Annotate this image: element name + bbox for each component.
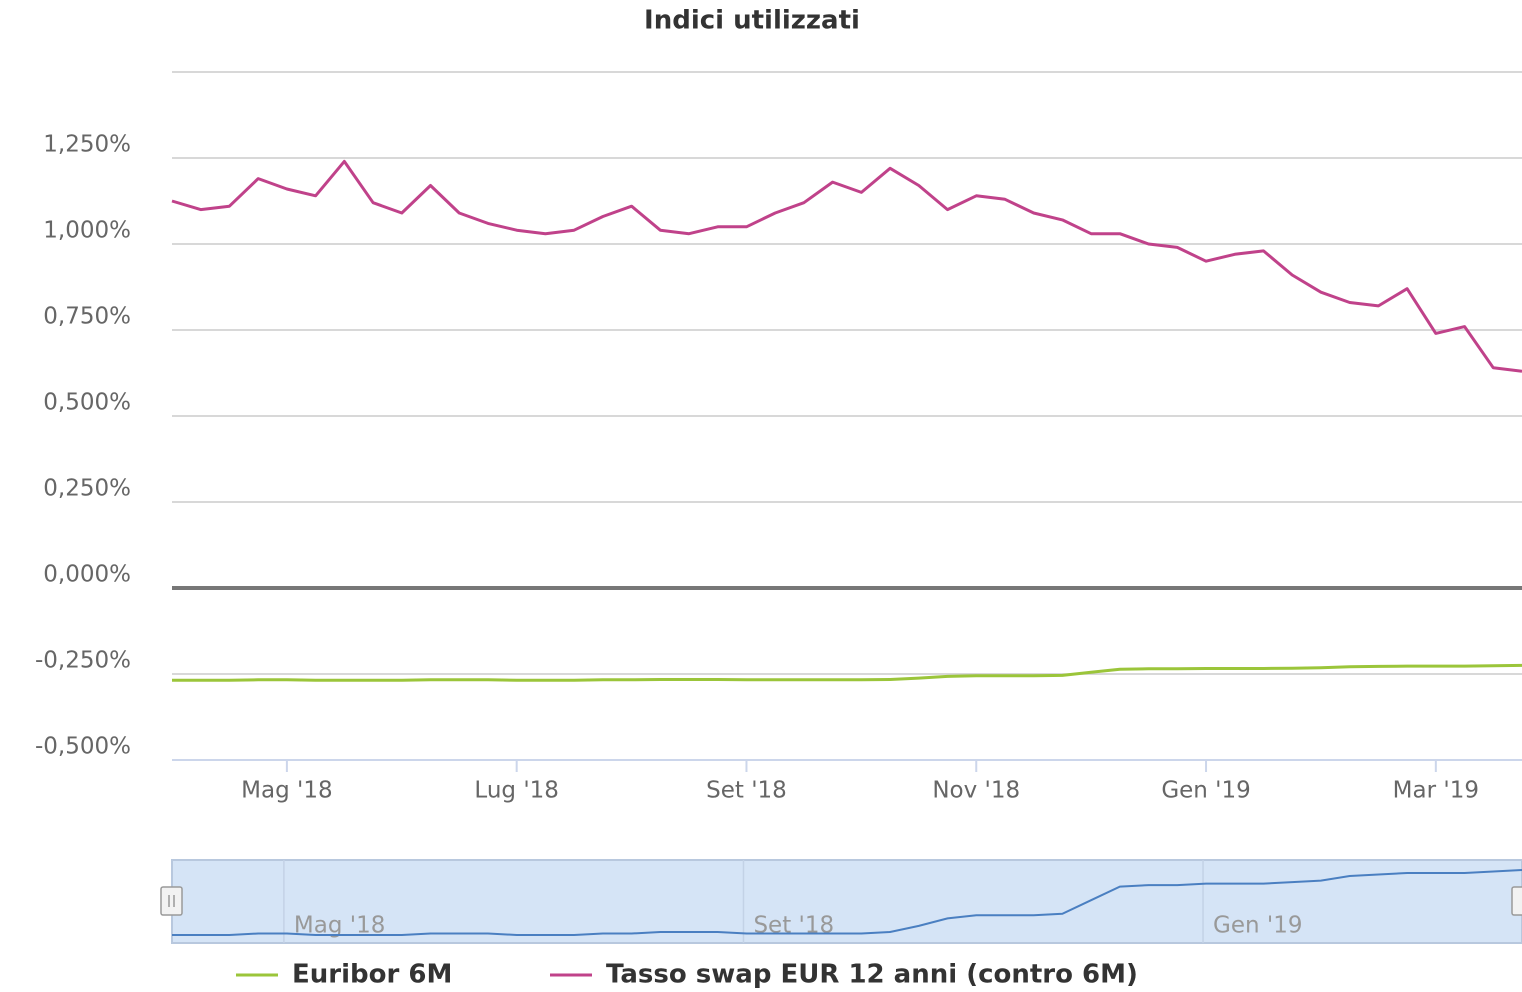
x-tick-label: Set '18 — [706, 778, 787, 804]
y-tick-label: 0,250% — [43, 476, 131, 502]
navigator-label: Set '18 — [753, 913, 834, 939]
y-tick-label: -0,500% — [35, 734, 131, 760]
x-tick-label: Mar '19 — [1393, 778, 1479, 804]
navigator-line — [172, 869, 1522, 936]
x-tick-label: Lug '18 — [474, 778, 559, 804]
x-tick-label: Nov '18 — [932, 778, 1020, 804]
x-tick-label: Mag '18 — [241, 778, 332, 804]
navigator-label: Gen '19 — [1213, 913, 1302, 939]
legend-label: Tasso swap EUR 12 anni (contro 6M) — [606, 960, 1138, 990]
y-tick-label: 1,250% — [43, 132, 131, 158]
navigator-handle-right — [1511, 886, 1522, 916]
legend-label: Euribor 6M — [292, 960, 452, 990]
y-tick-label: 0,500% — [43, 390, 131, 416]
x-tick-label: Gen '19 — [1161, 778, 1250, 804]
navigator-handle-left — [160, 886, 183, 916]
series-line — [172, 663, 1522, 682]
y-tick-label: 0,000% — [43, 562, 131, 588]
y-tick-label: 0,750% — [43, 304, 131, 330]
chart-title: Indici utilizzati — [644, 6, 860, 36]
series-line — [171, 159, 1522, 373]
y-tick-label: -0,250% — [35, 648, 131, 674]
y-tick-label: 1,000% — [43, 218, 131, 244]
